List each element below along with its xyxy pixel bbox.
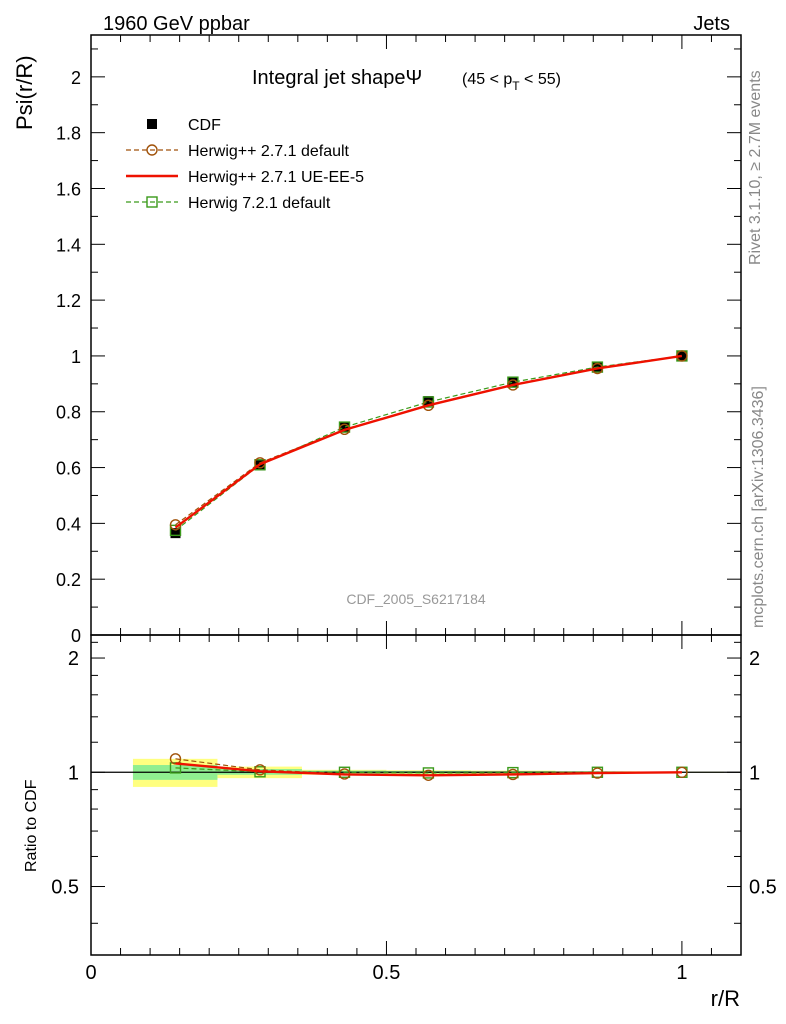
main-y-tick-label: 1.8 <box>56 124 81 144</box>
header-left-title: 1960 GeV ppbar <box>103 13 250 35</box>
x-tick-label: 0.5 <box>373 962 401 984</box>
mcplots-label: mcplots.cern.ch [arXiv:1306.3436] <box>750 386 767 628</box>
ratio-plot-frame <box>90 634 742 956</box>
title-range-end: < 55) <box>520 71 561 88</box>
ratio-y-tick-label: 1 <box>68 762 79 784</box>
main-y-tick-label: 1.2 <box>56 291 81 311</box>
point-marker <box>423 396 434 407</box>
main-y-tick-label: 0.8 <box>56 403 81 423</box>
main-y-tick-label: 1.6 <box>56 179 81 199</box>
legend-entry-herwig-2-7-1-ue-ee-5: Herwig++ 2.7.1 UE-EE-5 <box>126 169 364 186</box>
title-range-start: (45 < p <box>462 71 512 88</box>
ratio-axis-ticks: 0.5 0.5 1 1 2 2 0 0.5 1 <box>51 635 777 984</box>
ratio-y-tick-label: 0.5 <box>51 877 79 899</box>
legend-marker <box>146 144 158 156</box>
main-y-tick-label: 0.2 <box>56 570 81 590</box>
ratio-y-tick-label-right: 1 <box>749 762 760 784</box>
point-marker <box>169 524 182 537</box>
point-marker <box>507 376 518 387</box>
main-title: Integral jet shapeΨ <box>252 67 422 89</box>
main-y-tick-label: 0.4 <box>56 514 81 534</box>
ratio-y-tick-label-right: 0.5 <box>749 877 777 899</box>
main-y-axis-label: Psi(r/R) <box>12 55 37 130</box>
series-line <box>175 355 682 526</box>
main-y-tick-label: 0.6 <box>56 459 81 479</box>
point-marker <box>422 396 435 408</box>
main-plot-title: Integral jet shapeΨ (45 < pT < 55) <box>252 67 561 93</box>
series-cdf <box>170 350 687 539</box>
main-y-tick-label: 1.4 <box>56 235 81 255</box>
main-axis-ticks: 0 0.2 0.4 0.6 0.8 1 1.2 1.4 1.6 1.8 2 <box>56 35 742 646</box>
ratio-series <box>169 753 688 781</box>
main-y-tick-label: 0 <box>71 626 81 646</box>
point-marker <box>339 422 350 433</box>
legend-entry-herwig-2-7-1-default: Herwig++ 2.7.1 default <box>126 143 350 160</box>
point-marker <box>507 376 519 388</box>
ratio-y-tick-label-right: 2 <box>749 648 760 670</box>
main-series <box>169 350 688 539</box>
legend-marker <box>146 196 158 208</box>
rivet-version-label: Rivet 3.1.10, ≥ 2.7M events <box>747 70 764 265</box>
x-axis-label: r/R <box>711 986 740 1011</box>
point-marker <box>169 762 182 774</box>
header-right-title: Jets <box>693 13 730 35</box>
legend-marker <box>147 119 157 129</box>
legend-label: Herwig++ 2.7.1 UE-EE-5 <box>188 169 364 186</box>
x-tick-label: 0 <box>85 962 96 984</box>
point-marker <box>170 528 181 539</box>
ratio-y-tick-label: 2 <box>68 648 79 670</box>
analysis-id-label: CDF_2005_S6217184 <box>346 591 486 607</box>
legend-label: Herwig++ 2.7.1 default <box>188 143 350 160</box>
legend-entry-cdf: CDF <box>147 117 221 134</box>
series-herwig-7-2-1-default <box>169 350 688 537</box>
series-herwig-2-7-1-default <box>169 350 688 531</box>
legend: CDF Herwig++ 2.7.1 default Herwig++ 2.7.1 … <box>126 117 364 212</box>
ratio-y-axis-label: Ratio to CDF <box>23 779 40 872</box>
legend-label: CDF <box>188 117 221 134</box>
series-herwig-2-7-1-ue-ee-5 <box>174 354 683 529</box>
x-tick-label: 1 <box>676 962 687 984</box>
legend-entry-herwig-7-2-1-default: Herwig 7.2.1 default <box>126 195 331 212</box>
series-line <box>174 354 683 529</box>
title-pt-index: T <box>512 79 520 93</box>
series-herwig-2-7-1-ue-ee-5 <box>175 762 682 777</box>
main-title-range: (45 < pT < 55) <box>462 71 561 93</box>
legend-label: Herwig 7.2.1 default <box>188 195 331 212</box>
series-line <box>175 355 682 531</box>
series-line <box>175 762 682 777</box>
main-y-tick-label: 2 <box>71 68 81 88</box>
main-y-tick-label: 1 <box>71 347 81 367</box>
